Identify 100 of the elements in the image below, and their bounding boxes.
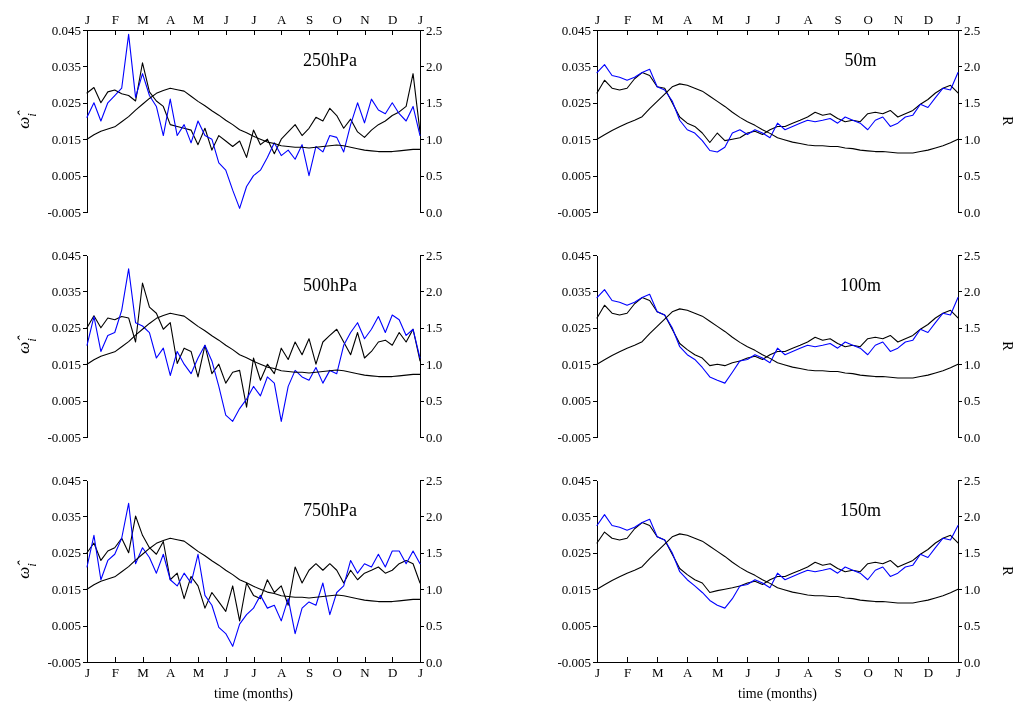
y-tick-label: 0.035: [51, 59, 81, 75]
y-tick-label: -0.005: [47, 429, 81, 445]
x-tick-label: J: [594, 665, 601, 681]
y-tick-label: -0.005: [47, 654, 81, 670]
x-tick-label: D: [388, 12, 398, 27]
x-tick-label: N: [893, 665, 904, 681]
x-tick-label: M: [651, 12, 664, 27]
y2-tick-label: 2.5: [426, 22, 443, 38]
y-tick-label: 0.005: [561, 393, 591, 409]
x-tick-label: D: [923, 12, 934, 27]
line-series: [86, 268, 421, 422]
x-tick-label: A: [166, 665, 177, 681]
x-tick-label: J: [251, 665, 257, 681]
y-tick-label: 0.025: [51, 320, 81, 336]
y-tick-label: -0.005: [557, 429, 591, 445]
y2-tick-label: 2.0: [964, 509, 981, 525]
y2-tick-label: 0.5: [964, 618, 981, 634]
x-tick-label: A: [277, 12, 288, 27]
y2-tick-label: 0.5: [964, 168, 981, 184]
x-tick-label: N: [360, 12, 371, 27]
y2-tick-label: 1.5: [964, 95, 981, 111]
y2-tick-label: 2.5: [964, 472, 981, 488]
y-tick-label: 0.005: [51, 393, 81, 409]
y-tick-label: 0.005: [51, 618, 81, 634]
x-tick-label: J: [594, 12, 601, 27]
x-tick-label: F: [111, 12, 119, 27]
x-axis-title: time (months): [738, 686, 818, 702]
x-tick-label: M: [192, 12, 205, 27]
y2-tick-label: 1.5: [964, 545, 981, 561]
y2-tick-label: 0.0: [964, 429, 981, 445]
x-tick-label: J: [745, 12, 751, 27]
x-tick-label: F: [623, 12, 632, 27]
y2-tick-label: 1.5: [426, 320, 443, 336]
y-tick-label: -0.005: [557, 204, 591, 220]
y2-tick-label: 1.0: [426, 356, 443, 372]
annotation: 500hPa: [303, 275, 358, 295]
x-tick-label: J: [223, 665, 229, 681]
x-tick-label: J: [417, 665, 424, 681]
y2-tick-label: 1.0: [426, 131, 443, 147]
x-tick-label: O: [863, 665, 873, 681]
y-tick-label: 0.025: [561, 545, 591, 561]
y2-tick-label: 1.0: [964, 131, 981, 147]
y2-axis-title: R: [1000, 116, 1015, 127]
annotation: 50m: [844, 50, 877, 70]
x-tick-label: J: [84, 665, 91, 681]
y-tick-label: 0.025: [561, 95, 591, 111]
y-tick-label: 0.045: [561, 22, 591, 38]
y2-tick-label: 0.0: [964, 204, 981, 220]
y2-tick-label: 2.0: [426, 284, 443, 300]
x-tick-label: A: [803, 665, 814, 681]
x-tick-label: A: [166, 12, 177, 27]
line-series: [86, 502, 421, 647]
y2-tick-label: 0.0: [964, 654, 981, 670]
x-tick-label: D: [923, 665, 934, 681]
y2-tick-label: 2.5: [964, 247, 981, 263]
y2-tick-label: 2.5: [964, 22, 981, 38]
x-tick-label: O: [332, 665, 342, 681]
x-tick-label: J: [84, 12, 91, 27]
x-tick-label: M: [712, 665, 725, 681]
y-tick-label: 0.045: [561, 247, 591, 263]
y-tick-label: 0.035: [51, 509, 81, 525]
y2-tick-label: 1.0: [426, 581, 443, 597]
y2-tick-label: 1.5: [426, 545, 443, 561]
x-tick-label: S: [305, 12, 314, 27]
x-tick-label: F: [111, 665, 119, 681]
y2-tick-label: 2.0: [964, 284, 981, 300]
x-tick-label: J: [775, 665, 781, 681]
y-tick-label: 0.015: [561, 356, 591, 372]
x-tick-label: J: [251, 12, 257, 27]
y-tick-label: 0.045: [561, 472, 591, 488]
y-tick-label: 0.045: [51, 247, 81, 263]
x-tick-label: D: [388, 665, 398, 681]
y-tick-label: 0.015: [51, 131, 81, 147]
x-tick-label: A: [683, 665, 694, 681]
y-tick-label: 0.035: [561, 509, 591, 525]
y-tick-label: 0.045: [51, 472, 81, 488]
x-tick-label: N: [360, 665, 371, 681]
y-tick-label: 0.025: [51, 95, 81, 111]
y-tick-label: 0.015: [561, 581, 591, 597]
y2-tick-label: 0.5: [964, 393, 981, 409]
y2-tick-label: 0.0: [426, 204, 443, 220]
x-tick-label: O: [863, 12, 873, 27]
annotation: 250hPa: [303, 50, 358, 70]
y-tick-label: 0.045: [51, 22, 81, 38]
y-tick-label: 0.035: [51, 284, 81, 300]
x-tick-label: M: [712, 12, 725, 27]
y-tick-label: 0.015: [51, 356, 81, 372]
x-tick-label: M: [137, 12, 150, 27]
y2-tick-label: 1.0: [964, 356, 981, 372]
x-tick-label: J: [775, 12, 781, 27]
y-tick-label: 0.035: [561, 59, 591, 75]
y2-tick-label: 2.5: [426, 472, 443, 488]
x-tick-label: A: [803, 12, 814, 27]
y-tick-label: 0.005: [561, 168, 591, 184]
x-tick-label: N: [893, 12, 904, 27]
y-tick-label: 0.005: [561, 618, 591, 634]
x-axis-title: time (months): [214, 686, 294, 702]
y2-axis-title: R: [1000, 341, 1015, 352]
y-tick-label: 0.015: [561, 131, 591, 147]
x-tick-label: S: [834, 12, 842, 27]
